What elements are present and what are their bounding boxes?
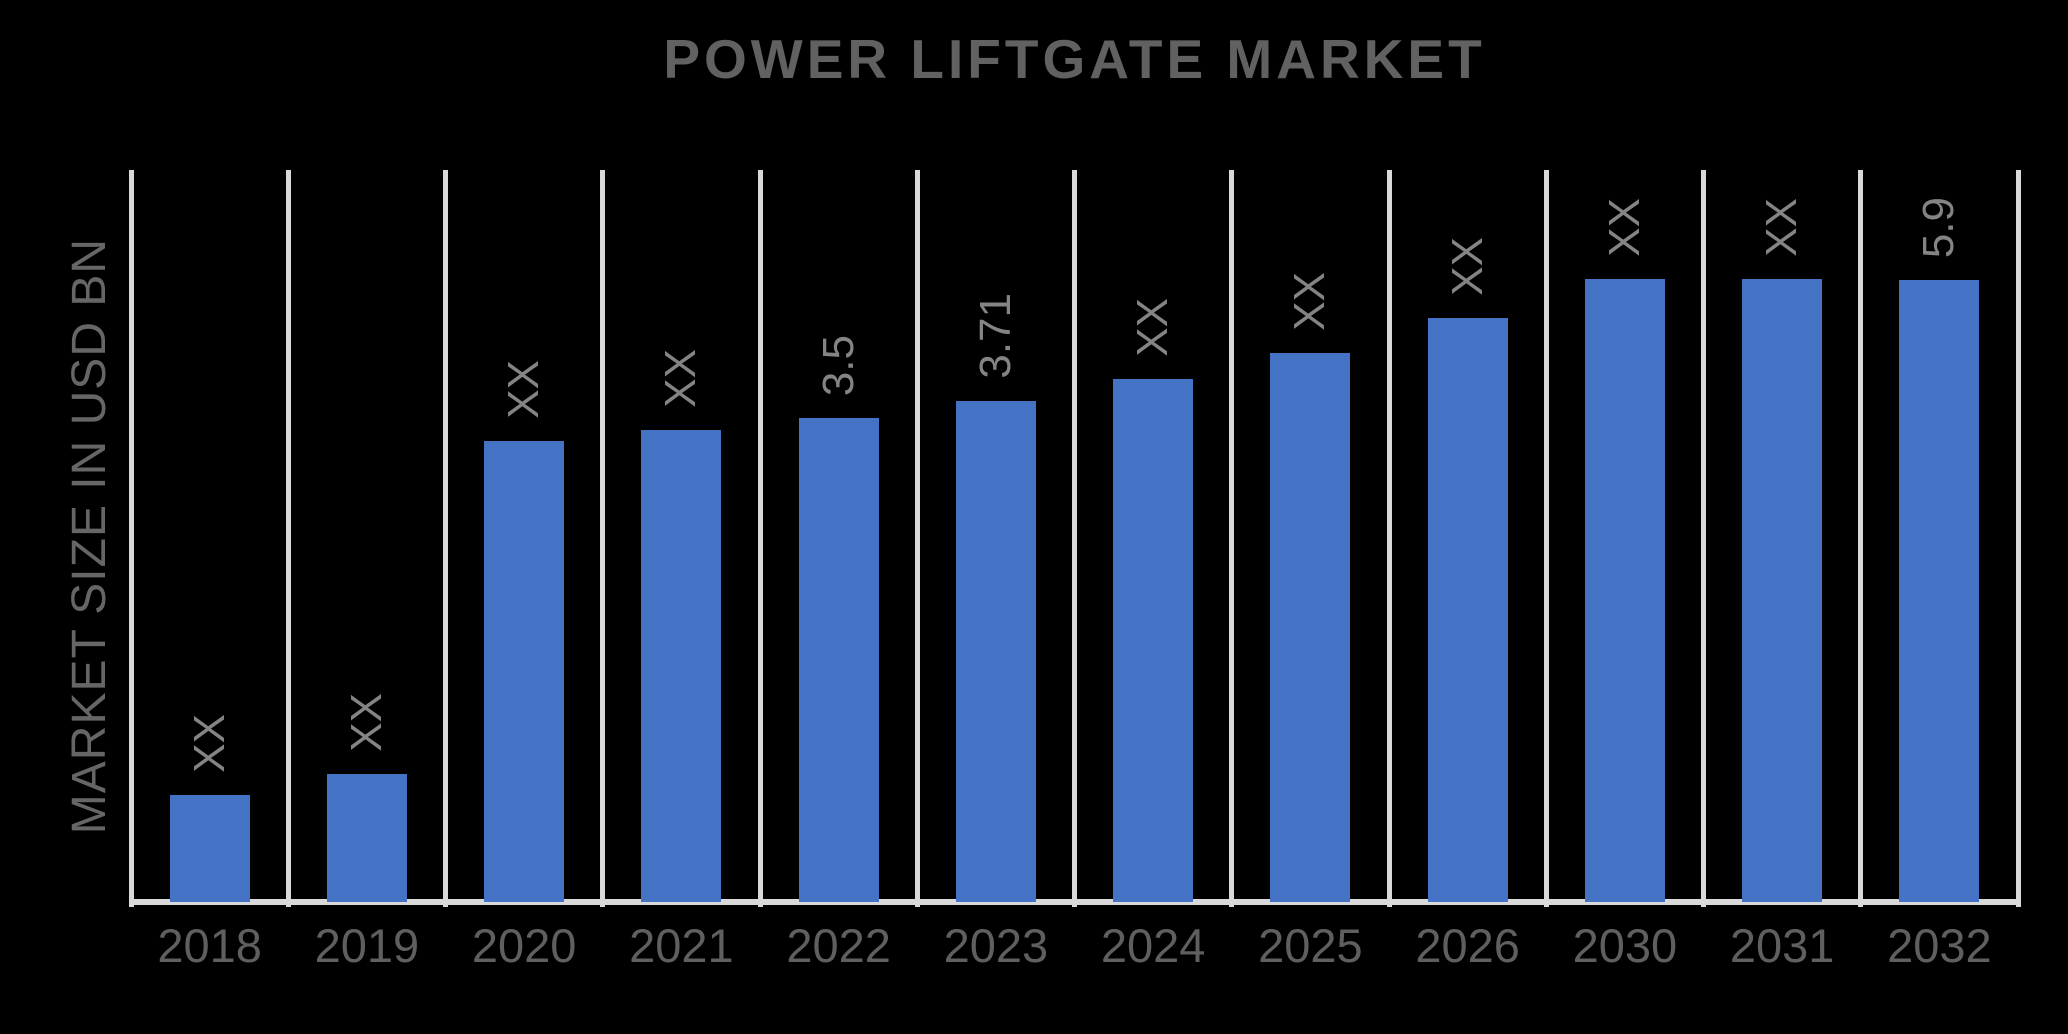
bar-2023 — [955, 401, 1036, 902]
x-tick-label-2023: 2023 — [943, 919, 1049, 972]
x-tick-label-2030: 2030 — [1572, 919, 1678, 972]
bar-2020 — [484, 441, 565, 902]
bar-label-wrap-2022: 3.5 — [799, 335, 879, 396]
vertical-gridline — [2015, 170, 2021, 907]
bar-2024 — [1113, 379, 1194, 902]
bar-data-label: XX — [1285, 272, 1335, 331]
bar-label-wrap-2019: XX — [327, 693, 407, 752]
vertical-gridline — [443, 170, 448, 907]
bar-data-label: XX — [1128, 298, 1178, 357]
bar-label-wrap-2018: XX — [170, 714, 250, 773]
bar-data-label: 3.71 — [970, 293, 1020, 379]
vertical-gridline — [914, 170, 920, 907]
x-tick-label-2022: 2022 — [786, 919, 891, 972]
bar-data-label: XX — [1599, 198, 1649, 257]
vertical-gridline — [1229, 170, 1235, 907]
bar-2025 — [1270, 353, 1351, 902]
bar-data-label: XX — [1442, 237, 1492, 296]
bar-data-label: XX — [341, 693, 391, 752]
vertical-gridline — [1072, 170, 1077, 907]
bar-2021 — [641, 430, 722, 902]
vertical-gridline — [1701, 170, 1706, 907]
bar-label-wrap-2032: 5.9 — [1899, 197, 1979, 258]
x-axis-tick-labels: 2018 2019 2020 2021 2022 2023 2024 2025 2026 2030… — [131, 908, 2018, 1008]
bar-label-wrap-2031: XX — [1742, 198, 1822, 257]
x-tick-label-2018: 2018 — [157, 919, 262, 972]
vertical-gridline — [285, 170, 291, 907]
bar-data-label: 3.5 — [813, 334, 863, 396]
x-tick-label-2020: 2020 — [471, 919, 577, 972]
bar-data-label: XX — [499, 360, 549, 419]
x-tick-label-2024: 2024 — [1100, 919, 1206, 972]
bar-2026 — [1427, 318, 1508, 902]
x-tick-label-2025: 2025 — [1258, 919, 1363, 972]
vertical-gridline — [600, 170, 606, 907]
plot-area: XX XX XX XX 3.5 3.71 XX XX XX XX XX 5.9 — [128, 170, 2021, 907]
x-tick-label-2019: 2019 — [314, 919, 420, 972]
x-tick-label-2032: 2032 — [1887, 919, 1992, 972]
bar-data-label: 5.9 — [1914, 196, 1964, 258]
bar-2022 — [798, 418, 879, 902]
chart-title: POWER LIFTGATE MARKET — [663, 28, 1486, 90]
bar-2018 — [169, 795, 250, 902]
x-tick-label-2026: 2026 — [1415, 919, 1520, 972]
bar-2030 — [1584, 279, 1665, 902]
bar-data-label: XX — [184, 714, 234, 773]
bar-2031 — [1742, 279, 1823, 902]
vertical-gridline — [757, 170, 763, 907]
bar-label-wrap-2026: XX — [1428, 237, 1508, 296]
y-axis-title: MARKET SIZE IN USD BN — [58, 170, 122, 902]
bar-2019 — [326, 774, 407, 902]
vertical-gridline — [1858, 170, 1864, 907]
vertical-gridline — [1543, 170, 1549, 907]
bar-label-wrap-2025: XX — [1270, 272, 1350, 331]
bar-label-wrap-2024: XX — [1113, 298, 1193, 357]
bar-data-label: XX — [656, 349, 706, 408]
y-axis-title-text: MARKET SIZE IN USD BN — [63, 237, 116, 835]
x-tick-label-2031: 2031 — [1729, 919, 1835, 972]
bar-data-label: XX — [1757, 198, 1807, 257]
bar-label-wrap-2023: 3.71 — [956, 293, 1036, 379]
x-axis-line — [131, 899, 2018, 905]
bar-label-wrap-2030: XX — [1585, 198, 1665, 257]
vertical-gridline — [128, 170, 134, 907]
bar-2032 — [1899, 280, 1980, 902]
bar-label-wrap-2020: XX — [484, 360, 564, 419]
vertical-gridline — [1386, 170, 1392, 907]
x-tick-label-2021: 2021 — [629, 919, 734, 972]
bar-label-wrap-2021: XX — [641, 349, 721, 408]
